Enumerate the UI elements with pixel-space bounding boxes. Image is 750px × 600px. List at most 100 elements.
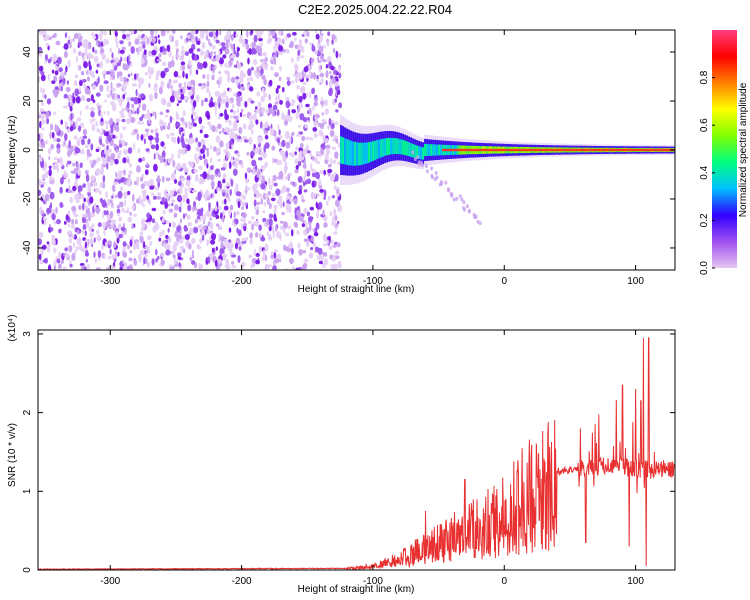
noise-mark xyxy=(56,258,61,264)
noise-mark xyxy=(218,101,221,109)
noise-mark xyxy=(38,238,42,246)
noise-mark xyxy=(250,238,253,245)
noise-mark xyxy=(238,37,244,44)
noise-mark xyxy=(228,227,232,233)
noise-mark xyxy=(72,92,75,98)
noise-mark xyxy=(149,52,151,56)
signal-inner-mark xyxy=(440,144,443,156)
noise-mark xyxy=(39,120,42,129)
noise-mark xyxy=(217,95,222,103)
noise-mark xyxy=(119,49,125,54)
noise-mark xyxy=(303,30,308,37)
noise-mark xyxy=(195,69,199,75)
noise-mark xyxy=(295,113,299,120)
noise-mark xyxy=(109,210,114,219)
noise-mark xyxy=(217,123,222,130)
noise-mark xyxy=(183,248,186,254)
noise-mark xyxy=(308,216,313,223)
noise-mark xyxy=(321,118,327,124)
noise-mark xyxy=(278,76,282,82)
noise-mark xyxy=(91,228,95,232)
noise-mark xyxy=(251,215,255,220)
signal-tail-mark xyxy=(421,163,425,167)
noise-mark xyxy=(325,144,331,150)
noise-mark xyxy=(117,223,122,231)
noise-mark xyxy=(206,162,209,169)
noise-mark xyxy=(161,216,165,224)
signal-core-mark xyxy=(586,148,589,152)
noise-mark xyxy=(270,56,274,61)
noise-mark xyxy=(338,66,341,74)
noise-mark xyxy=(202,74,206,79)
noise-mark xyxy=(106,156,111,163)
noise-mark xyxy=(95,92,101,97)
noise-mark xyxy=(81,139,85,146)
signal-tail-mark xyxy=(416,155,420,159)
noise-mark xyxy=(168,78,172,83)
noise-mark xyxy=(171,30,176,35)
colorbar-tick-label: 0.4 xyxy=(699,165,710,179)
noise-mark xyxy=(200,30,205,36)
signal-core-mark xyxy=(512,148,515,152)
noise-mark xyxy=(175,48,179,54)
noise-mark xyxy=(106,71,111,75)
noise-mark xyxy=(97,250,102,258)
noise-mark xyxy=(99,138,102,146)
noise-mark xyxy=(194,54,198,62)
noise-mark xyxy=(253,206,258,211)
signal-core-mark xyxy=(660,148,663,152)
noise-mark xyxy=(162,209,166,215)
noise-mark xyxy=(229,30,232,35)
signal-tail-mark xyxy=(474,214,478,219)
noise-mark xyxy=(38,253,42,261)
noise-mark xyxy=(268,79,273,87)
noise-mark xyxy=(158,53,162,58)
noise-mark xyxy=(86,148,91,155)
noise-mark xyxy=(232,168,238,176)
noise-mark xyxy=(313,97,319,102)
noise-mark xyxy=(95,158,99,164)
noise-mark xyxy=(53,156,58,161)
noise-mark xyxy=(105,191,108,199)
signal-inner-mark xyxy=(386,138,389,156)
noise-mark xyxy=(285,176,288,180)
noise-mark xyxy=(333,208,337,216)
y-tick-label: 0 xyxy=(22,567,33,573)
noise-mark xyxy=(50,143,55,150)
colorbar-label: Normalized spectral amplitude xyxy=(738,82,749,217)
noise-mark xyxy=(57,158,60,163)
noise-mark xyxy=(321,112,324,116)
noise-mark xyxy=(230,114,233,119)
signal-core-mark xyxy=(650,148,653,152)
signal-inner-mark xyxy=(388,137,391,155)
noise-mark xyxy=(253,189,259,195)
noise-mark xyxy=(82,129,86,134)
noise-mark xyxy=(52,53,57,62)
noise-mark xyxy=(177,255,181,260)
noise-mark xyxy=(184,51,189,56)
noise-mark xyxy=(230,44,235,49)
signal-inner-mark xyxy=(376,140,379,160)
noise-mark xyxy=(309,152,312,157)
signal-tail-mark xyxy=(440,181,444,186)
noise-mark xyxy=(53,75,58,83)
noise-mark xyxy=(118,216,123,222)
noise-mark xyxy=(133,128,138,134)
noise-mark xyxy=(180,93,185,100)
noise-mark xyxy=(42,88,45,95)
noise-mark xyxy=(229,204,234,211)
noise-mark xyxy=(76,117,82,122)
noise-mark xyxy=(114,31,118,37)
noise-mark xyxy=(47,264,52,270)
noise-mark xyxy=(58,67,63,73)
noise-mark xyxy=(170,87,174,93)
noise-mark xyxy=(293,73,296,78)
noise-mark xyxy=(319,34,323,43)
noise-mark xyxy=(216,185,219,192)
noise-mark xyxy=(258,37,263,42)
noise-mark xyxy=(102,163,107,168)
noise-mark xyxy=(146,195,150,200)
noise-mark xyxy=(219,130,222,135)
noise-mark xyxy=(159,111,164,116)
noise-mark xyxy=(309,224,312,232)
